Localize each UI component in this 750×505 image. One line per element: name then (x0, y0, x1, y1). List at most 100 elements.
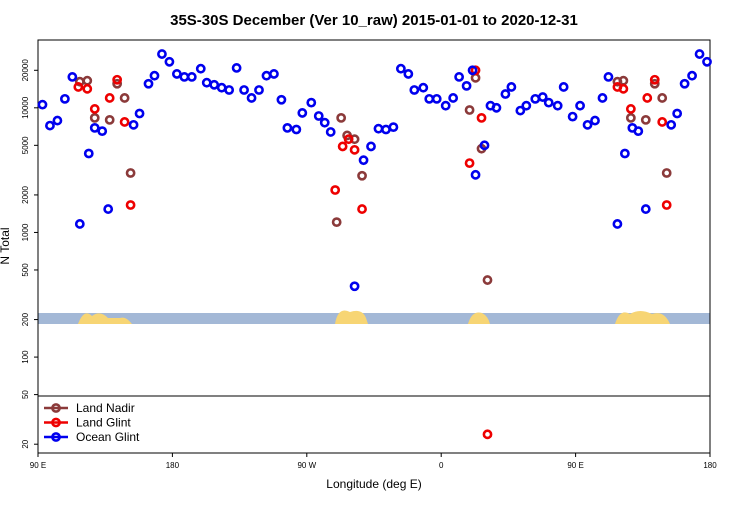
data-point (89, 122, 100, 133)
data-point (575, 100, 585, 111)
data-point (597, 93, 608, 103)
data-point (521, 100, 532, 111)
data-point (640, 204, 651, 214)
x-tick-label: 180 (703, 461, 717, 470)
y-tick-label: 20 (21, 439, 30, 448)
data-point (143, 78, 154, 89)
data-point (125, 200, 136, 210)
data-point (171, 69, 182, 79)
x-tick-label: 90 E (30, 461, 46, 470)
data-point (73, 82, 84, 92)
map-strip (38, 310, 710, 324)
data-point (82, 75, 93, 86)
legend-label: Ocean Glint (76, 430, 140, 444)
data-point (515, 105, 526, 116)
data-point (476, 112, 487, 123)
data-point (201, 77, 212, 88)
data-point (313, 111, 324, 121)
land-strip (335, 310, 368, 324)
data-point (395, 63, 406, 74)
data-point (97, 126, 108, 137)
legend-label: Land Nadir (76, 401, 135, 415)
data-point (343, 134, 354, 145)
y-tick-label: 500 (21, 263, 30, 277)
x-tick-label: 90 E (567, 461, 583, 470)
data-point (209, 79, 220, 90)
data-point (349, 281, 360, 292)
data-point (470, 169, 481, 180)
data-point (567, 111, 578, 122)
y-tick-label: 100 (21, 350, 30, 364)
data-point (640, 114, 651, 125)
data-point (195, 63, 206, 74)
data-point (418, 82, 429, 93)
y-tick-label: 1000 (21, 223, 30, 241)
data-point (149, 70, 160, 81)
x-tick-label: 180 (166, 461, 180, 470)
data-point (618, 75, 629, 86)
data-point (633, 126, 644, 137)
data-point (37, 99, 48, 110)
data-point (479, 140, 490, 151)
data-point (104, 114, 115, 125)
data-point (337, 141, 348, 152)
data-point (224, 85, 235, 95)
data-point (239, 85, 249, 95)
data-point (282, 122, 293, 133)
ocean-strip (38, 313, 710, 324)
data-point (231, 63, 242, 73)
data-point (336, 112, 347, 123)
data-point (357, 204, 367, 214)
land-strip (78, 313, 132, 324)
data-point (331, 217, 342, 228)
data-point (134, 108, 145, 119)
data-point (431, 93, 442, 104)
data-point (59, 93, 70, 104)
y-tick-label: 20000 (21, 59, 30, 82)
land-strip (615, 311, 670, 324)
data-point (119, 117, 130, 127)
data-point (357, 170, 367, 181)
data-point (530, 93, 541, 104)
data-point (672, 108, 683, 119)
data-point (440, 100, 451, 111)
data-point (582, 119, 593, 130)
data-point (349, 144, 360, 155)
x-axis-label: Longitude (deg E) (326, 477, 421, 491)
data-point (119, 93, 130, 103)
data-point (297, 108, 308, 118)
data-point (649, 78, 660, 89)
data-point (694, 49, 705, 59)
data-point (89, 104, 100, 114)
data-point (269, 69, 279, 79)
data-point (164, 56, 175, 67)
data-point (366, 141, 376, 152)
data-point (464, 105, 475, 115)
legend-marker (51, 417, 61, 428)
data-point (552, 100, 563, 111)
data-point (642, 93, 653, 103)
data-point (537, 92, 548, 102)
data-point (661, 168, 672, 178)
data-point (216, 82, 227, 93)
x-tick-label: 90 W (297, 461, 316, 470)
data-point (89, 112, 100, 123)
data-point (186, 72, 197, 82)
data-point (112, 74, 123, 85)
y-tick-label: 200 (21, 312, 30, 326)
y-tick-label: 50 (21, 390, 30, 399)
y-axis-label: N Total (0, 227, 12, 264)
data-point (625, 112, 636, 123)
data-point (82, 83, 93, 94)
data-point (464, 158, 475, 169)
data-point (448, 93, 459, 103)
y-tick-label: 10000 (21, 96, 30, 119)
data-point (618, 83, 629, 94)
data-point (482, 275, 493, 285)
y-tick-label: 5000 (21, 136, 30, 154)
data-point (543, 97, 554, 108)
data-point (403, 69, 414, 79)
data-point (467, 65, 478, 76)
data-point (325, 127, 336, 137)
